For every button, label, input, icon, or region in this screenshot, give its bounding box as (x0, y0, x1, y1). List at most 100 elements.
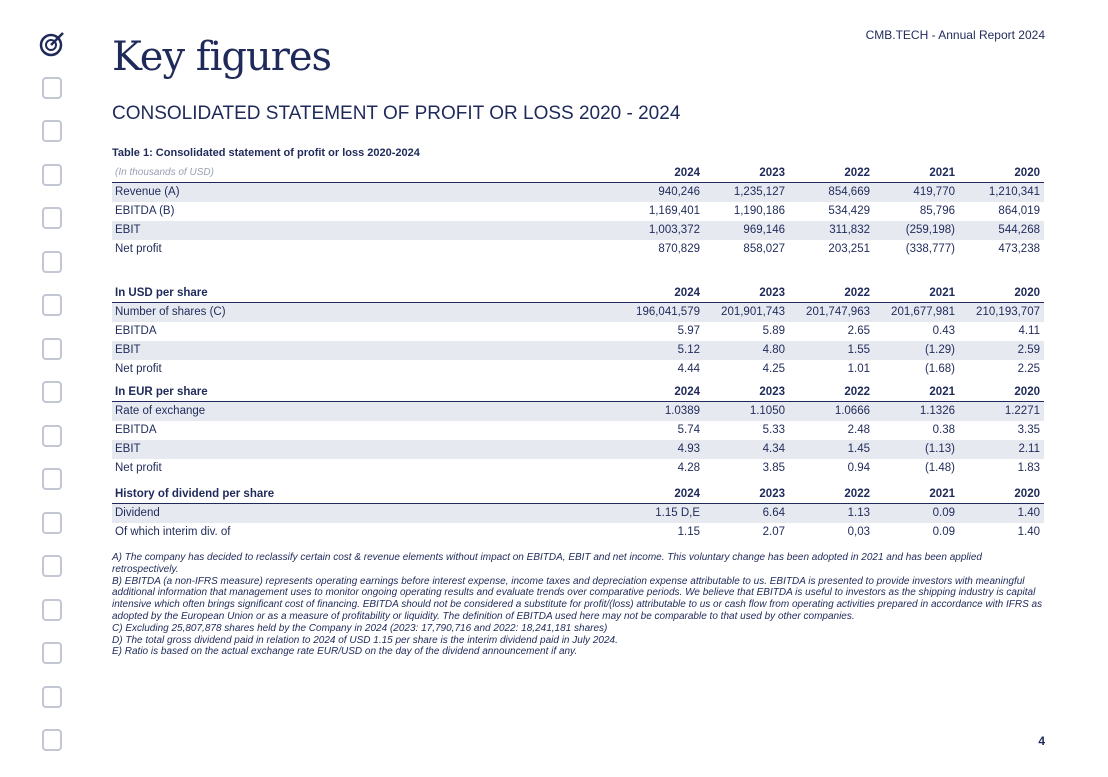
cell-value: 5.33 (762, 424, 785, 436)
icon (42, 598, 62, 621)
cell-value: 311,832 (829, 224, 870, 236)
icon (42, 250, 62, 273)
cell-value: 85,796 (919, 205, 955, 217)
row-label: Net profit (115, 462, 162, 474)
cell-value: 2022 (844, 167, 870, 179)
cell-value: 5.89 (762, 325, 785, 337)
row-label: Of which interim div. of (115, 526, 231, 538)
cell-value: 1,210,341 (988, 186, 1040, 198)
icon (42, 642, 62, 664)
cell-value: 4.28 (677, 462, 700, 474)
cell-value: 2023 (759, 287, 785, 299)
cell-value: 1.1050 (749, 405, 785, 417)
cell-value: 4.44 (677, 363, 700, 375)
cell-value: 419,770 (913, 186, 955, 198)
row-label: Net profit (115, 243, 162, 255)
row-label: History of dividend per share (115, 488, 275, 500)
footnote: E) Ratio is based on the actual exchange… (112, 646, 578, 658)
section-header: In EUR per share 2024 2023 2022 2021 2020 (112, 383, 1044, 402)
section-header: History of dividend per share 2024 2023 202… (112, 485, 1044, 504)
cell-value: 2024 (674, 287, 700, 299)
cell-value: 1,169,401 (648, 205, 700, 217)
cell-value: 6.64 (762, 507, 785, 519)
cell-value: 196,041,579 (636, 306, 700, 318)
cell-value: 2021 (929, 386, 955, 398)
cell-value: 2020 (1014, 488, 1040, 500)
table-row: Net profit 4.44 4.25 1.01 (1.68) 2.25 (112, 360, 1044, 379)
cell-value: 2021 (929, 287, 955, 299)
table-row: EBITDA (B) 1,169,401 1,190,186 534,429 85,79… (112, 202, 1044, 221)
icon (42, 468, 62, 490)
icon (42, 685, 62, 708)
cell-value: 2023 (759, 167, 785, 179)
cell-value: 5.12 (677, 344, 700, 356)
cell-value: 4.34 (762, 443, 785, 455)
cell-value: 2023 (759, 488, 785, 500)
title: Key figures (112, 34, 332, 80)
icon (42, 381, 62, 403)
cell-value: 1.2271 (1004, 405, 1040, 417)
cell-value: 201,747,963 (806, 306, 870, 318)
row-label: EBIT (115, 344, 141, 356)
cell-value: 2024 (674, 167, 700, 179)
cell-value: 4.93 (677, 443, 700, 455)
cell-value: 210,193,707 (976, 306, 1040, 318)
cell-value: 2022 (844, 287, 870, 299)
row-label: EBIT (115, 224, 141, 236)
cell-value: 940,246 (658, 186, 700, 198)
table-row: Number of shares (C) 196,041,579 201,901,7… (112, 303, 1044, 322)
table-row: Dividend 1.15 D,E 6.64 1.13 0.09 1.40 (112, 504, 1044, 523)
icon (42, 729, 62, 751)
icon (42, 555, 62, 577)
cell-value: 473,238 (998, 243, 1040, 255)
cell-value: 201,677,981 (891, 306, 955, 318)
cell-value: 201,901,743 (721, 306, 785, 318)
cell-value: 0.38 (932, 424, 955, 436)
cell-value: (1.68) (924, 363, 955, 375)
cell-value: 1.15 (677, 526, 700, 538)
cell-value: 1.1326 (919, 405, 955, 417)
cell-value: 2.59 (1017, 344, 1040, 356)
table-row: EBIT 4.93 4.34 1.45 (1.13) 2.11 (112, 440, 1044, 459)
row-label: In USD per share (115, 287, 208, 299)
cell-value: 2020 (1014, 167, 1040, 179)
cell-value: 1,190,186 (733, 205, 785, 217)
table-row: Revenue (A) 940,246 1,235,127 854,669 419,77… (112, 183, 1044, 202)
table-row: EBIT 5.12 4.80 1.55 (1.29) 2.59 (112, 341, 1044, 360)
cell-value: (338,777) (905, 243, 955, 255)
brand: CMB.TECH - Annual Report 2024 (865, 28, 1045, 42)
cell-value: 4.25 (762, 363, 785, 375)
cell-value: 4.80 (762, 344, 785, 356)
footnote: D) The total gross dividend paid in rela… (112, 634, 618, 646)
row-label: Dividend (115, 507, 160, 519)
cell-value: 0.94 (847, 462, 870, 474)
page-number: 4 (1038, 734, 1045, 748)
row-label: EBIT (115, 443, 141, 455)
cell-value: 0.43 (932, 325, 955, 337)
cell-value: 2020 (1014, 287, 1040, 299)
row-label: Net profit (115, 363, 162, 375)
row-label: In EUR per share (115, 386, 208, 398)
cell-value: 2022 (844, 386, 870, 398)
cell-value: 2.11 (1018, 443, 1040, 455)
icon (42, 120, 62, 142)
footnote: B) EBITDA (a non-IFRS measure) represent… (112, 575, 1043, 622)
table-row: Net profit 870,829 858,027 203,251 (338,777)… (112, 240, 1044, 259)
icon (42, 76, 62, 99)
table-row: EBITDA 5.97 5.89 2.65 0.43 4.11 (112, 322, 1044, 341)
cell-value: 969,146 (743, 224, 785, 236)
footnotes: A) The company has decided to reclassify… (112, 552, 1044, 658)
cell-value: 1.55 (847, 344, 870, 356)
table-row: Net profit 4.28 3.85 0.94 (1.48) 1.83 (112, 459, 1044, 478)
cell-value: 1.01 (847, 363, 870, 375)
subtitle: CONSOLIDATED STATEMENT OF PROFIT OR LOSS… (112, 103, 681, 124)
table-row: Of which interim div. of 1.15 2.07 0,03 0.09… (112, 523, 1044, 542)
section-header: In USD per share 2024 2023 2022 2021 2020 (112, 284, 1044, 303)
cell-value: 2.25 (1017, 363, 1040, 375)
cell-value: 1,235,127 (733, 186, 785, 198)
cell-value: 2021 (929, 167, 955, 179)
cell-value: 1.40 (1017, 526, 1040, 538)
row-label: Revenue (A) (115, 186, 180, 198)
icon (39, 32, 64, 57)
